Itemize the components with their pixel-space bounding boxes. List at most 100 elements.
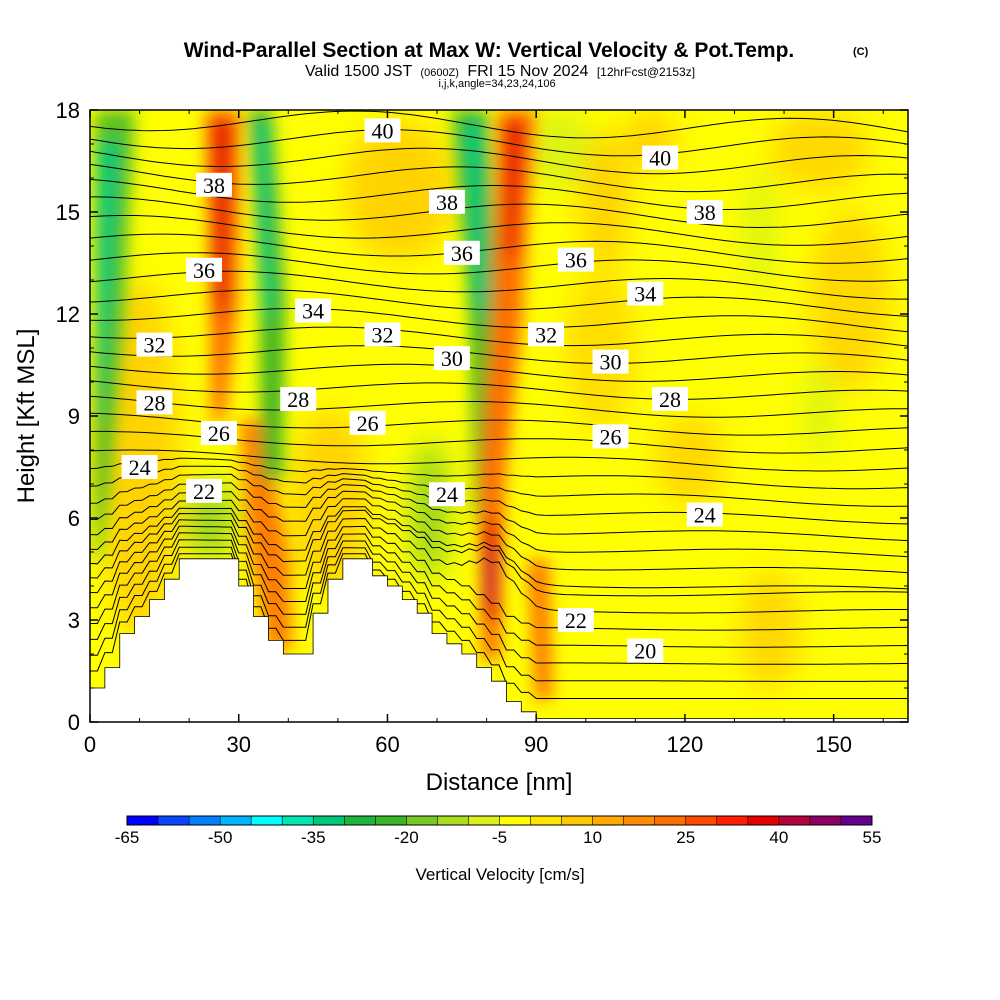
contour-label-bg — [686, 200, 723, 224]
theta-contour-line — [90, 517, 908, 614]
contour-label-bg — [627, 638, 664, 663]
contour-label: 34 — [295, 298, 332, 324]
contour-label-text: 38 — [436, 190, 458, 215]
contour-label: 24 — [121, 455, 158, 480]
y-tick-label: 15 — [56, 200, 80, 225]
contour-label: 36 — [443, 241, 480, 266]
contour-label-bg — [428, 189, 465, 214]
subtitle-forecast: [12hrFcst@2153z] — [597, 65, 695, 79]
theta-contour-line — [90, 506, 908, 590]
colorbar-swatch — [375, 816, 407, 825]
colorbar-swatch — [623, 816, 656, 825]
theta-contour-line — [90, 252, 908, 282]
theta-contour-line — [90, 178, 908, 210]
theta-contour-line — [90, 490, 908, 558]
contour-label: 28 — [652, 387, 689, 412]
contour-label: 34 — [627, 281, 664, 307]
contour-label-bg — [136, 332, 173, 357]
colorbar — [126, 815, 873, 826]
colorbar-tick-label: 10 — [583, 828, 602, 847]
subtitle-utc: (0600Z) — [420, 67, 459, 79]
contour-label: 20 — [627, 638, 664, 664]
contour-label-bg — [349, 410, 386, 435]
colorbar-swatch — [809, 816, 842, 825]
colorbar-swatch — [778, 816, 811, 825]
colorbar-ticks: -65 -50 -35 -20 -5 10 25 40 55 — [115, 828, 882, 847]
contour-label: 38 — [195, 172, 232, 198]
colorbar-swatch — [499, 816, 532, 825]
x-tick-label: 30 — [226, 732, 250, 757]
contour-label: 36 — [186, 257, 223, 283]
colorbar-swatch — [747, 816, 780, 825]
contour-label: 30 — [433, 346, 470, 371]
theta-contour-line — [90, 345, 908, 364]
contour-label-text: 20 — [634, 639, 656, 664]
theta-contour-line — [90, 196, 908, 229]
contour-label: 26 — [592, 424, 629, 449]
contour-label-text: 28 — [143, 390, 165, 415]
contour-label: 24 — [428, 482, 465, 507]
x-tick-label: 60 — [375, 732, 399, 757]
colorbar-swatch — [561, 816, 594, 825]
colorbar-swatch — [158, 816, 190, 825]
plot-area: 40 40 38 38 38 36 36 36 34 34 32 32 32 30 30 28 28 28 26 26… — [90, 110, 908, 722]
colorbar-swatch — [189, 816, 221, 825]
contour-label-bg — [136, 390, 173, 415]
contour-label-text: 36 — [565, 248, 587, 273]
contour-label-bg — [428, 482, 465, 507]
contour-label-text: 34 — [302, 299, 324, 324]
colorbar-swatch — [282, 816, 314, 825]
theta-contour-line — [90, 509, 908, 597]
theta-contour-line — [90, 289, 908, 317]
colorbar-swatch — [127, 816, 159, 825]
contour-label-bg — [186, 478, 223, 503]
theta-contour-line — [90, 326, 908, 347]
contour-label-text: 32 — [143, 333, 165, 358]
contour-label: 30 — [592, 349, 629, 375]
contour-label: 26 — [349, 410, 386, 436]
y-tick-label: 6 — [68, 506, 80, 531]
contour-label-text: 28 — [659, 387, 681, 412]
colorbar-swatch — [251, 816, 283, 825]
y-tick-label: 9 — [68, 404, 80, 429]
contour-label-bg — [200, 421, 237, 445]
contour-label-text: 32 — [371, 322, 393, 347]
colorbar-swatch — [313, 816, 345, 825]
colorbar-tick-label: 25 — [676, 828, 695, 847]
contour-label: 36 — [557, 247, 594, 273]
contour-label: 22 — [557, 608, 594, 633]
contour-label-text: 24 — [129, 455, 151, 480]
contour-label-text: 22 — [565, 608, 587, 633]
colorbar-tick-label: -5 — [492, 828, 507, 847]
contour-label-bg — [364, 322, 401, 347]
x-tick-label: 120 — [667, 732, 704, 757]
colorbar-swatch — [437, 816, 469, 825]
contour-label: 28 — [280, 387, 317, 412]
contour-label-bg — [557, 608, 594, 632]
theta-contour-line — [90, 308, 908, 333]
x-axis: 0 30 60 90 120 150 — [84, 110, 884, 757]
colorbar-swatch — [344, 816, 376, 825]
contour-label-bg — [364, 118, 401, 143]
contour-label: 22 — [186, 478, 223, 504]
contour-label-text: 26 — [600, 424, 622, 449]
chart-title: Wind-Parallel Section at Max W: Vertical… — [184, 39, 795, 62]
theta-contour-line — [90, 546, 908, 682]
colorbar-tick-label: -35 — [301, 828, 326, 847]
contour-label: 26 — [200, 421, 237, 446]
contour-label-text: 30 — [600, 350, 622, 375]
theta-contour-line — [90, 363, 908, 382]
contour-label-bg — [186, 257, 223, 282]
colorbar-swatch — [654, 816, 687, 825]
colorbar-swatch — [530, 816, 563, 825]
contour-label-bg — [592, 424, 629, 449]
contour-label-text: 26 — [357, 411, 379, 436]
colorbar-swatch — [716, 816, 749, 825]
contour-label: 32 — [136, 332, 173, 358]
colorbar-swatch — [840, 816, 873, 825]
colorbar-tick-label: 40 — [769, 828, 788, 847]
y-tick-label: 3 — [68, 608, 80, 633]
colorbar-tick-label: -65 — [115, 828, 140, 847]
y-tick-label: 0 — [68, 710, 80, 735]
